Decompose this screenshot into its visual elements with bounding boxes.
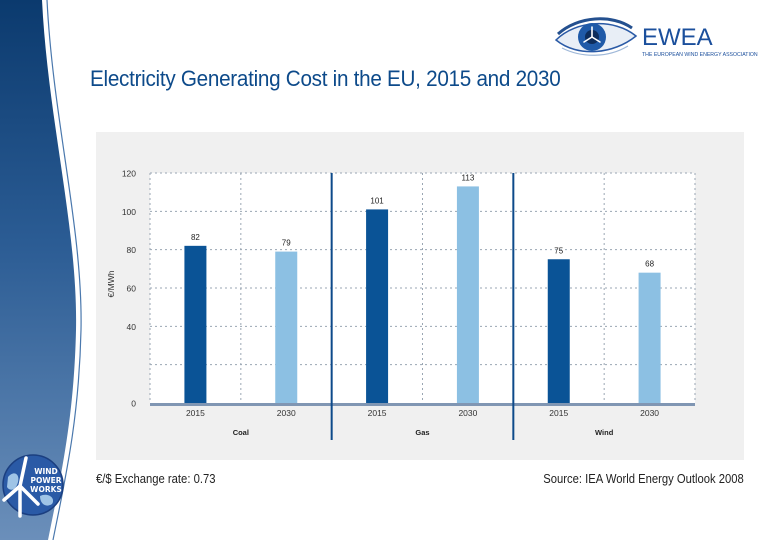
bar-coal-2030 xyxy=(275,251,298,403)
data-label: 75 xyxy=(554,246,563,255)
y-tick-label: 120 xyxy=(122,169,136,179)
bar-chart: 0 40 60 80 100 120 82 2015 79 2030 101 2015 113 2030 7… xyxy=(106,169,696,440)
x-tick-label: 2030 xyxy=(458,408,477,418)
y-tick-label: 60 xyxy=(127,284,137,294)
x-tick-label: 2030 xyxy=(640,408,659,418)
source-note: Source: IEA World Energy Outlook 2008 xyxy=(543,472,744,486)
sidebar-decoration xyxy=(0,0,82,540)
bar-gas-2030 xyxy=(456,186,479,403)
data-label: 101 xyxy=(370,196,384,205)
y-tick-label: 100 xyxy=(122,207,136,217)
y-tick-label: 0 xyxy=(131,399,136,409)
x-tick-label: 2015 xyxy=(186,408,205,418)
bar-gas-2015 xyxy=(366,209,389,403)
x-tick-label: 2030 xyxy=(277,408,296,418)
ewea-logo: EWEA THE EUROPEAN WIND ENERGY ASSOCIATIO… xyxy=(554,17,758,58)
slide-title: Electricity Generating Cost in the EU, 2… xyxy=(90,66,561,91)
brand-tagline: THE EUROPEAN WIND ENERGY ASSOCIATION xyxy=(642,52,758,58)
eye-icon xyxy=(554,17,638,56)
bar-coal-2015 xyxy=(184,245,207,403)
y-tick-label: 40 xyxy=(127,322,137,332)
x-tick-label: 2015 xyxy=(368,408,387,418)
y-axis-title: €/MWh xyxy=(106,270,116,297)
badge-line: POWER xyxy=(30,476,61,485)
data-label: 82 xyxy=(191,233,200,242)
data-label: 113 xyxy=(462,173,475,182)
wind-power-works-logo: WIND POWER WORKS xyxy=(2,454,64,518)
x-tick-label: 2015 xyxy=(549,408,568,418)
bar-wind-2015 xyxy=(547,259,570,403)
group-label: Coal xyxy=(233,428,249,437)
data-label: 68 xyxy=(645,260,654,269)
y-tick-label: 80 xyxy=(127,245,137,255)
badge-line: WIND xyxy=(34,467,58,476)
bar-wind-2030 xyxy=(638,272,661,403)
data-label: 79 xyxy=(282,239,291,248)
brand-name: EWEA xyxy=(642,24,713,51)
group-label: Wind xyxy=(595,428,614,437)
group-label: Gas xyxy=(415,428,429,437)
exchange-rate-note: €/$ Exchange rate: 0.73 xyxy=(96,472,216,486)
badge-line: WORKS xyxy=(30,485,62,494)
